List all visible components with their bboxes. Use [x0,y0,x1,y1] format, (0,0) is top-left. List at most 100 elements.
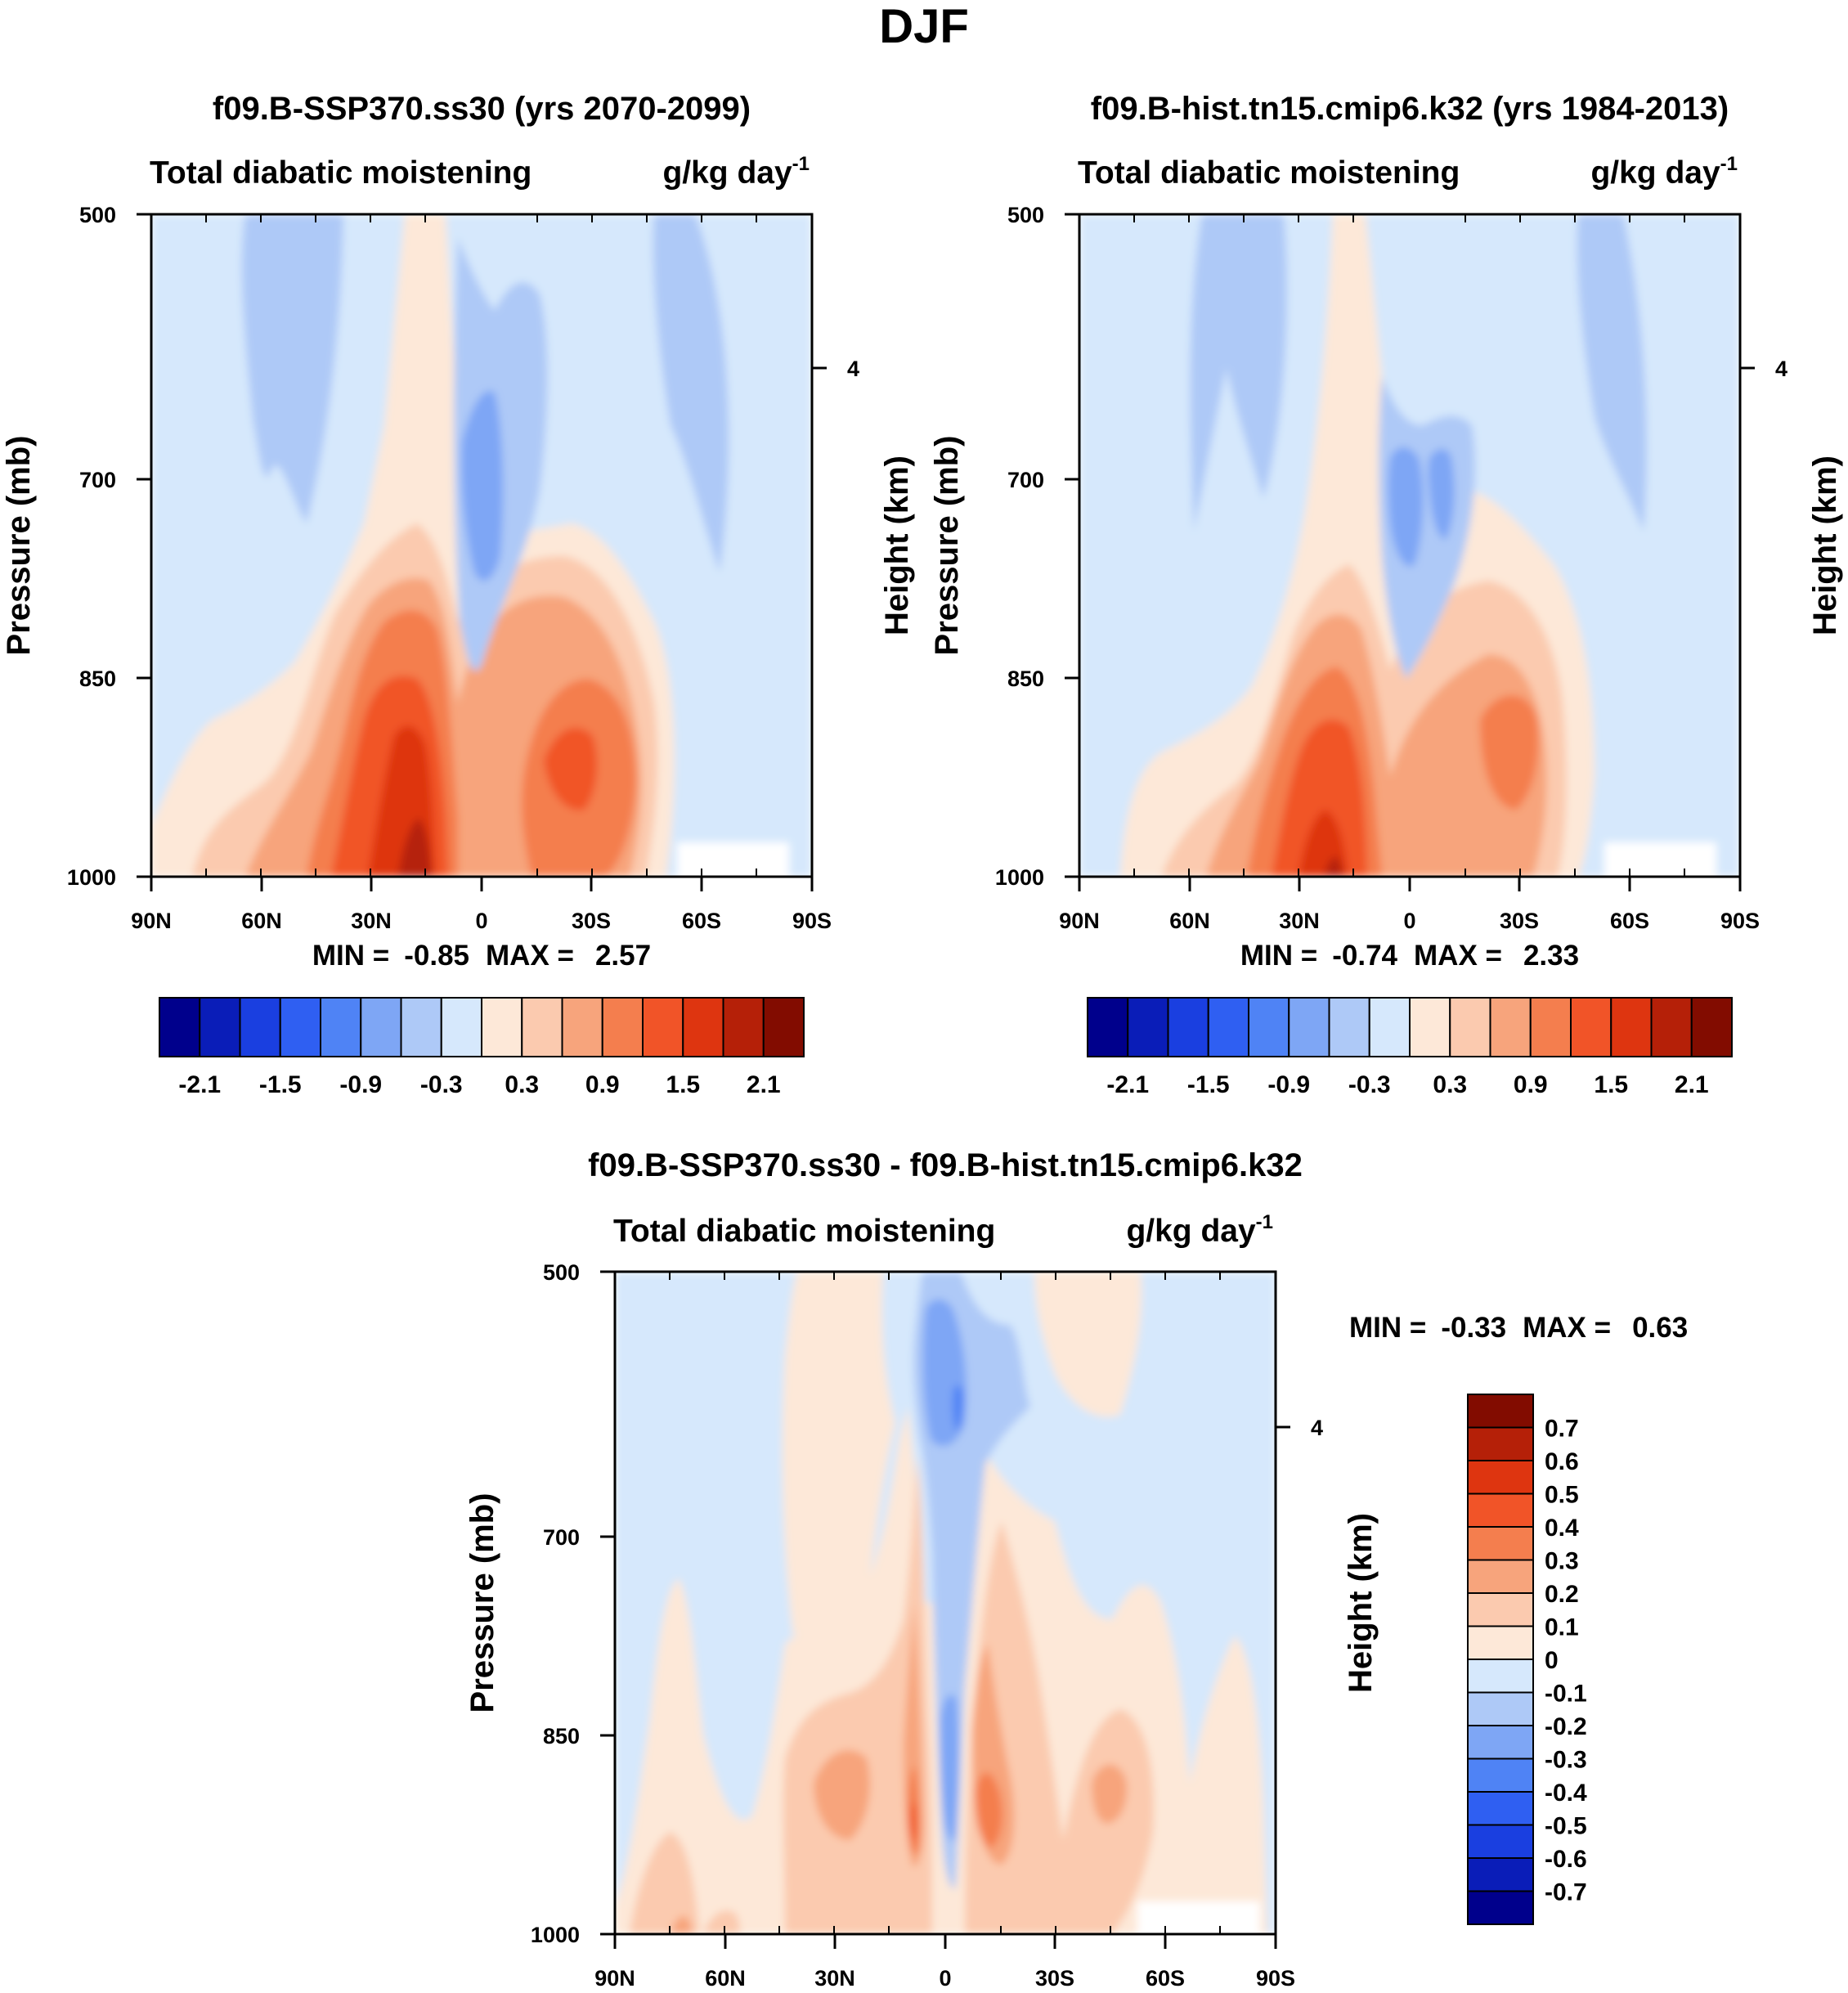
panel-a-xtick-0: 90N [131,909,172,933]
colorbar-box [1467,1757,1534,1793]
panel-b: f09.B-hist.tn15.cmip6.k32 (yrs 1984-2013… [929,91,1843,1098]
panel-c-min-value: -0.33 [1441,1312,1506,1344]
panel-b-units-text: g/kg day [1590,155,1720,191]
colorbar-box [1467,1691,1534,1726]
panel-c-pos-level-2 [630,1456,1154,1934]
panel-b-ytick-1: 700 [1007,468,1044,492]
colorbar-label: 0.6 [1545,1448,1579,1475]
panel-c-units-text: g/kg day [1126,1214,1256,1249]
panel-b-colorbar: -2.1 -1.5 -0.9 -0.3 0.3 0.9 1.5 2.1 [1087,997,1733,1098]
panel-b-xtick-4: 30S [1500,909,1539,933]
panel-c-minor-ticks [669,1272,1221,1934]
panel-a-warm-level-7 [398,818,432,877]
panel-c-max-value: 0.63 [1632,1312,1688,1344]
panel-b-min-label: MIN = [1240,940,1317,972]
colorbar-box [1167,997,1209,1057]
panel-c-ytick-2: 850 [543,1724,580,1748]
panel-b-ytick-3: 1000 [995,865,1044,890]
colorbar-box [1467,1824,1534,1859]
panel-a-ytick-2: 850 [79,667,116,691]
panel-c-neg-core-lower [940,1694,959,1841]
panel-a-ytick-1: 700 [79,468,116,492]
panel-a-minor-ticks [205,214,757,877]
panel-c-xtick-2: 30N [814,1966,855,1991]
panel-a-y2tick-0: 4 [847,357,859,381]
colorbar-box [279,997,321,1057]
panel-c-stats: MIN = -0.33 MAX = 0.63 [1349,1312,1688,1344]
colorbar-box [642,997,684,1057]
colorbar-box [1467,1857,1534,1892]
panel-c-xtick-0: 90N [594,1966,635,1991]
panel-a-y2label: Height (km) [879,456,915,635]
panel-c-neg-core-deep [953,1385,964,1431]
panel-b-ylabel: Pressure (mb) [929,436,965,656]
panel-a-xtick-5: 60S [682,909,721,933]
panel-c-xtick-6: 90S [1256,1966,1295,1991]
panel-a-min-value: -0.85 [404,940,469,972]
panel-b-min-value: -0.74 [1332,940,1397,972]
panel-c-xtick-4: 30S [1035,1966,1074,1991]
colorbar-label: -0.7 [1545,1879,1587,1906]
panel-c-min-label: MIN = [1349,1312,1426,1344]
panel-c-pos-level-4 [907,1766,1002,1855]
colorbar-box [1467,1394,1534,1429]
colorbar-label: 0.7 [1545,1416,1579,1443]
panel-c-xtick-3: 0 [939,1966,951,1991]
colorbar-label: 0.9 [585,1071,620,1098]
panel-c-ylabel: Pressure (mb) [464,1493,500,1713]
panel-b-left-label: Total diabatic moistening [1078,155,1460,191]
panel-b-neg-upper-right [1577,214,1647,532]
panel-a-units-text: g/kg day [662,155,792,191]
colorbar-box [1529,997,1572,1057]
colorbar-label: -0.5 [1545,1813,1587,1840]
colorbar-label: 0.2 [1545,1581,1579,1608]
panel-b-neg-central-core [1388,447,1455,567]
colorbar-box [1207,997,1249,1057]
colorbar-box [1467,1426,1534,1461]
panel-b-units-exp: -1 [1720,153,1738,175]
panel-a-ytick-3: 1000 [67,865,116,890]
colorbar-box [1248,997,1290,1057]
colorbar-box [1288,997,1330,1057]
colorbar-box [1489,997,1532,1057]
colorbar-box [1690,997,1733,1057]
panel-b-warm-level-7 [1325,856,1343,877]
colorbar-box [601,997,644,1057]
panel-a-major-ticks [137,213,827,891]
colorbar-box [1570,997,1613,1057]
colorbar-label: 0 [1545,1647,1559,1674]
panel-c: f09.B-SSP370.ss30 - f09.B-hist.tn15.cmip… [464,1147,1688,1991]
colorbar-box [1328,997,1370,1057]
panel-a-neg-central-core [461,391,504,581]
panel-b-xtick-2: 30N [1279,909,1320,933]
panel-a-field [151,214,812,877]
colorbar-box [722,997,765,1057]
panel-b-xtick-3: 0 [1403,909,1415,933]
colorbar-label: 0.5 [1545,1482,1579,1509]
panel-a-min-label: MIN = [312,940,389,972]
panel-c-ytick-3: 1000 [531,1923,580,1947]
panel-a-left-label: Total diabatic moistening [150,155,532,191]
panel-b-y2tick-0: 4 [1775,357,1787,381]
colorbar-label: -0.3 [1545,1747,1587,1774]
panel-a-stats: MIN = -0.85 MAX = 2.57 [312,940,651,972]
colorbar-label: -0.2 [1545,1713,1587,1740]
panel-b-title: f09.B-hist.tn15.cmip6.k32 (yrs 1984-2013… [1091,91,1729,127]
colorbar-label: -0.9 [339,1071,382,1098]
colorbar-box [1087,997,1129,1057]
panel-c-title: f09.B-SSP370.ss30 - f09.B-hist.tn15.cmip… [588,1147,1303,1183]
colorbar-label: -2.1 [1106,1071,1149,1098]
colorbar-box [400,997,442,1057]
colorbar-box [561,997,603,1057]
panel-b-ytick-0: 500 [1007,203,1044,227]
panel-b-y2label: Height (km) [1807,456,1843,635]
colorbar-box [1127,997,1169,1057]
colorbar-box [1467,1592,1534,1627]
panel-a-xtick-2: 30N [351,909,392,933]
colorbar-box [440,997,482,1057]
colorbar-label: -0.6 [1545,1846,1587,1873]
colorbar-box [320,997,362,1057]
colorbar-label: -0.3 [1348,1071,1391,1098]
colorbar-box [762,997,805,1057]
